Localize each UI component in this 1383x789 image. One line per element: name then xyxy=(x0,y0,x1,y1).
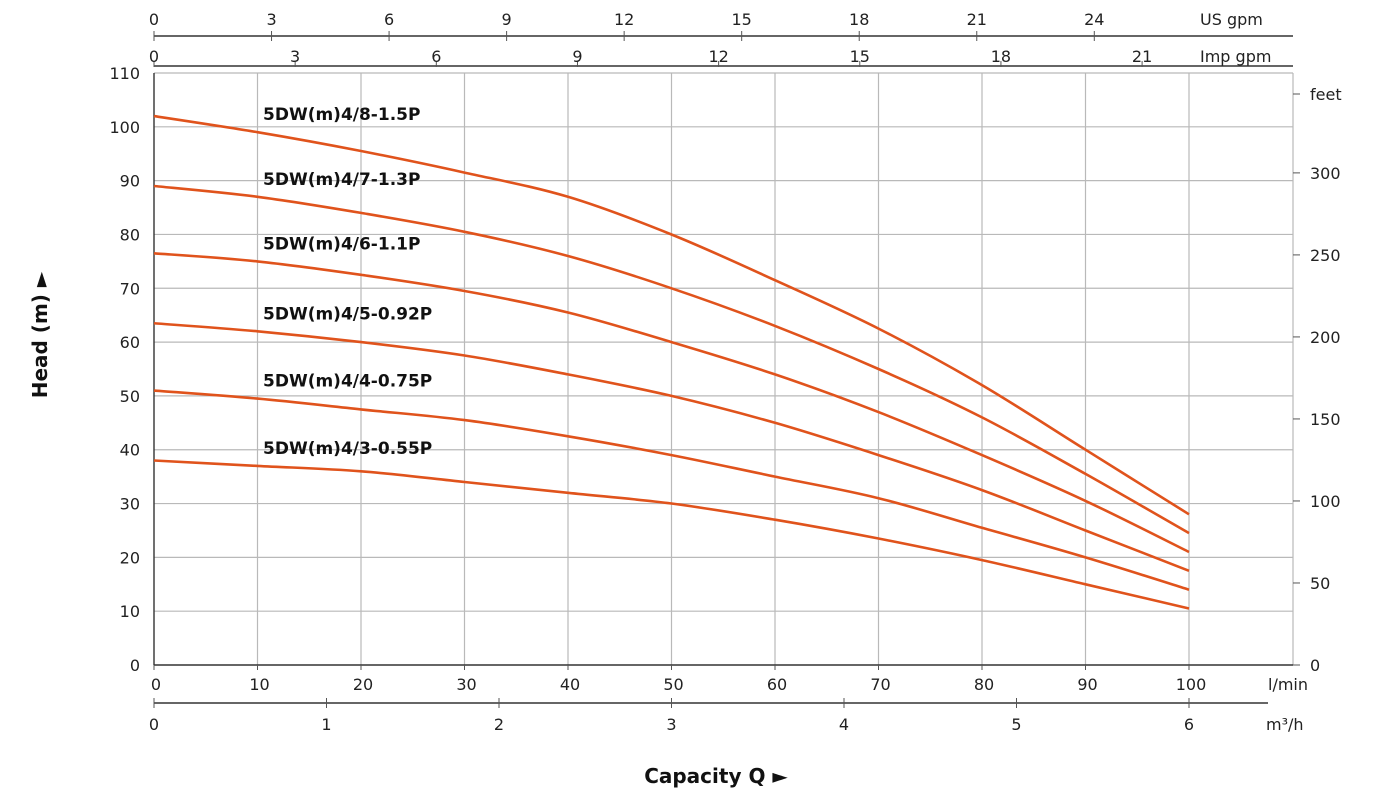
imp-gpm-tick-label: 21 xyxy=(1132,47,1152,66)
grid xyxy=(154,72,1294,665)
feet-tick-label: 250 xyxy=(1310,246,1341,265)
imp-gpm-tick-label: 12 xyxy=(708,47,728,66)
y-tick-label: 60 xyxy=(120,333,140,352)
y-tick-label: 100 xyxy=(109,118,140,137)
us-gpm-tick-label: 15 xyxy=(732,10,752,29)
x-tick-label: 20 xyxy=(353,675,373,694)
y-axis-title: Head (m) ► xyxy=(28,271,52,398)
x-tick-label: 80 xyxy=(974,675,994,694)
feet-tick-label: 300 xyxy=(1310,164,1341,183)
m3h-tick-label: 4 xyxy=(839,715,849,734)
curves xyxy=(153,114,1190,610)
series-label: 5DW(m)4/6-1.1P xyxy=(263,234,420,254)
series-label: 5DW(m)4/3-0.55P xyxy=(263,439,432,459)
imp-gpm-tick-label: 3 xyxy=(290,47,300,66)
us-gpm-tick-label: 12 xyxy=(614,10,634,29)
y-tick-label: 30 xyxy=(120,495,140,514)
us-gpm-tick-label: 3 xyxy=(266,10,276,29)
us-gpm-tick-label: 6 xyxy=(384,10,394,29)
x-tick-label: 30 xyxy=(456,675,476,694)
y-tick-label: 90 xyxy=(120,172,140,191)
us-gpm-tick-label: 9 xyxy=(502,10,512,29)
imp-gpm-tick-label: 15 xyxy=(850,47,870,66)
series-line xyxy=(153,184,1190,535)
series-label: 5DW(m)4/4-0.75P xyxy=(263,372,432,392)
x-tick-label: 60 xyxy=(767,675,787,694)
x-tick-label: 40 xyxy=(560,675,580,694)
us-gpm-tick-label: 24 xyxy=(1084,10,1104,29)
series-line xyxy=(153,114,1190,516)
y-tick-label: 0 xyxy=(130,656,140,675)
x-unit-label: l/min xyxy=(1268,675,1308,694)
m3h-tick-label: 3 xyxy=(666,715,676,734)
y-tick-label: 110 xyxy=(109,64,140,83)
x-tick-label: 0 xyxy=(151,675,161,694)
imp-gpm-unit-label: Imp gpm xyxy=(1200,47,1271,66)
y-tick-label: 10 xyxy=(120,602,140,621)
y-tick-label: 80 xyxy=(120,225,140,244)
feet-tick-label: 150 xyxy=(1310,410,1341,429)
x-tick-label: 10 xyxy=(249,675,269,694)
feet-tick-label: 100 xyxy=(1310,492,1341,511)
imp-gpm-tick-label: 0 xyxy=(149,47,159,66)
axes xyxy=(153,31,1300,708)
series-line xyxy=(153,321,1190,573)
series-line xyxy=(153,459,1190,610)
m3h-tick-label: 6 xyxy=(1184,715,1194,734)
feet-unit-label: feet xyxy=(1310,85,1342,104)
x-tick-label: 90 xyxy=(1077,675,1097,694)
us-gpm-tick-label: 0 xyxy=(149,10,159,29)
imp-gpm-tick-label: 6 xyxy=(431,47,441,66)
y-tick-label: 20 xyxy=(120,548,140,567)
x-tick-label: 100 xyxy=(1176,675,1207,694)
us-gpm-tick-label: 18 xyxy=(849,10,869,29)
imp-gpm-tick-label: 18 xyxy=(991,47,1011,66)
y-tick-label: 50 xyxy=(120,387,140,406)
m3h-tick-label: 2 xyxy=(494,715,504,734)
y-tick-label: 70 xyxy=(120,279,140,298)
series-line xyxy=(153,251,1190,554)
m3h-unit-label: m³/h xyxy=(1266,715,1304,734)
series-line xyxy=(153,389,1190,591)
feet-tick-label: 200 xyxy=(1310,328,1341,347)
m3h-tick-label: 1 xyxy=(321,715,331,734)
series-label: 5DW(m)4/5-0.92P xyxy=(263,304,432,324)
x-tick-label: 70 xyxy=(870,675,890,694)
us-gpm-unit-label: US gpm xyxy=(1200,10,1263,29)
series-label: 5DW(m)4/7-1.3P xyxy=(263,170,420,190)
x-axis-title: Capacity Q ► xyxy=(644,764,788,788)
x-tick-label: 50 xyxy=(663,675,683,694)
imp-gpm-tick-label: 9 xyxy=(572,47,582,66)
feet-tick-label: 0 xyxy=(1310,656,1320,675)
feet-tick-label: 50 xyxy=(1310,574,1330,593)
series-label: 5DW(m)4/8-1.5P xyxy=(263,105,420,125)
y-tick-label: 40 xyxy=(120,441,140,460)
m3h-tick-label: 5 xyxy=(1011,715,1021,734)
us-gpm-tick-label: 21 xyxy=(967,10,987,29)
m3h-tick-label: 0 xyxy=(149,715,159,734)
